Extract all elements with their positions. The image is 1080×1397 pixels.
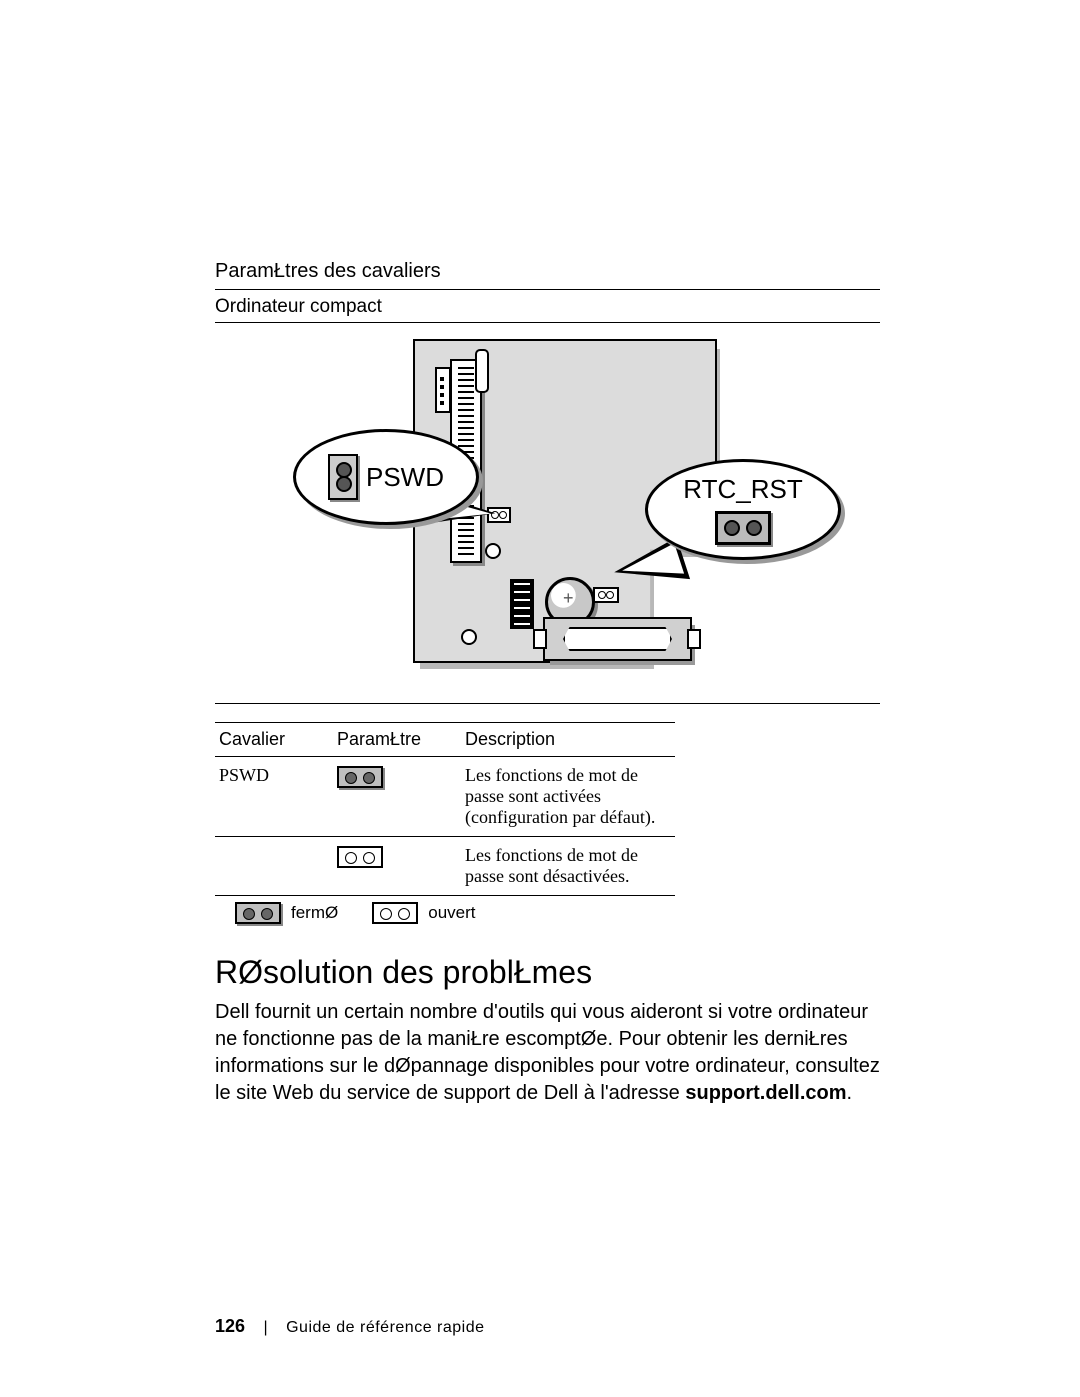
motherboard-diagram: PSWD RTC_RST: [285, 329, 810, 689]
cell-cavalier: PSWD: [215, 757, 333, 837]
jumper-closed-icon: [235, 902, 281, 924]
page-footer: 126 | Guide de référence rapide: [215, 1316, 485, 1337]
pin-header-icon: [435, 367, 451, 413]
callout-pswd-label: PSWD: [366, 462, 444, 493]
cell-parametre: [333, 837, 461, 896]
page: ParamŁtres des cavaliers Ordinateur comp…: [0, 0, 1080, 1397]
jumper-rtc-onboard: [593, 587, 619, 603]
serial-tab-icon: [687, 629, 701, 649]
cell-parametre: [333, 757, 461, 837]
section-title: ParamŁtres des cavaliers: [215, 260, 880, 283]
capacitor-icon: [475, 349, 489, 393]
screw-hole-icon: [461, 629, 477, 645]
jumper-settings-table: Cavalier ParamŁtre Description PSWD Les …: [215, 722, 675, 896]
serial-tab-icon: [533, 629, 547, 649]
jumper-closed-large-icon: [715, 511, 771, 545]
footer-doc-title: Guide de référence rapide: [286, 1319, 484, 1336]
table-row: PSWD Les fonctions de mot de passe sont …: [215, 757, 675, 837]
page-number: 126: [215, 1316, 245, 1336]
screw-hole-icon: [485, 543, 501, 559]
serial-connector-icon: [543, 617, 692, 661]
heading-troubleshooting: RØsolution des problŁmes: [215, 954, 880, 991]
legend-closed-label: fermØ: [291, 903, 338, 923]
jumper-closed-icon: [337, 766, 383, 788]
rule-sub: [215, 322, 880, 323]
cell-description: Les fonctions de mot de passe sont désac…: [461, 837, 675, 896]
jumper-open-icon: [372, 902, 418, 924]
callout-rtc-label: RTC_RST: [683, 474, 802, 505]
cell-cavalier: [215, 837, 333, 896]
legend-open-label: ouvert: [428, 903, 475, 923]
jumper-legend: fermØ ouvert: [215, 902, 880, 924]
th-description: Description: [461, 723, 675, 757]
th-cavalier: Cavalier: [215, 723, 333, 757]
footer-separator: |: [264, 1319, 268, 1336]
subtitle: Ordinateur compact: [215, 296, 880, 318]
body-paragraph: Dell fournit un certain nombre d'outils …: [215, 999, 880, 1107]
paragraph-end: .: [847, 1082, 853, 1104]
rule-top: [215, 289, 880, 290]
pin-header2-icon: [510, 579, 534, 629]
callout-rtc: RTC_RST: [645, 459, 841, 560]
jumper-open-icon: [337, 846, 383, 868]
cell-description: Les fonctions de mot de passe sont activ…: [461, 757, 675, 837]
rule-below-diagram: [215, 703, 880, 704]
jumper-closed-icon: [328, 454, 358, 500]
th-parametre: ParamŁtre: [333, 723, 461, 757]
table-row: Les fonctions de mot de passe sont désac…: [215, 837, 675, 896]
support-url: support.dell.com: [685, 1082, 846, 1104]
callout-pswd: PSWD: [293, 429, 479, 525]
